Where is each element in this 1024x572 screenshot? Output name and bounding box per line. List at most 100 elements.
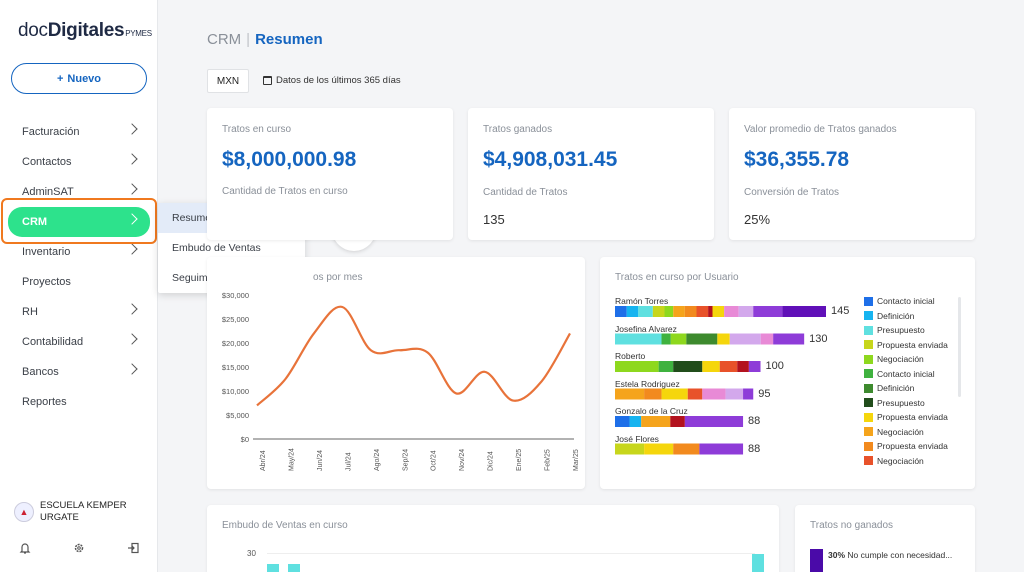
bar-segment[interactable] — [661, 333, 671, 345]
funnel-bar[interactable] — [267, 564, 279, 572]
gear-icon[interactable] — [72, 542, 86, 556]
bar-segment[interactable] — [673, 361, 703, 372]
new-button[interactable]: + Nuevo — [11, 63, 147, 94]
bar-segment[interactable] — [729, 333, 761, 345]
lost-deals-bar[interactable] — [810, 549, 823, 572]
bar-segment[interactable] — [638, 306, 653, 317]
bar-segment[interactable] — [652, 306, 665, 317]
legend-item[interactable]: Presupuesto — [864, 325, 925, 335]
bar-segment[interactable] — [670, 416, 685, 427]
bar-segment[interactable] — [673, 443, 700, 455]
bar-segment[interactable] — [725, 388, 744, 400]
bar-segment[interactable] — [719, 361, 738, 372]
sidebar-item-adminsat[interactable]: AdminSAT — [0, 177, 158, 207]
legend-label: Presupuesto — [877, 397, 925, 408]
sidebar-item-rh[interactable]: RH — [0, 297, 158, 327]
legend-item[interactable]: Presupuesto — [864, 398, 925, 408]
sidebar-item-reportes[interactable]: Reportes — [0, 387, 158, 417]
kpi-value: $8,000,000.98 — [222, 148, 357, 171]
sidebar-item-label: RH — [22, 306, 38, 318]
date-range-filter[interactable]: Datos de los últimos 365 días — [263, 75, 401, 86]
bar-segment[interactable] — [615, 443, 645, 455]
bar-segment[interactable] — [684, 306, 697, 317]
bar-segment[interactable] — [712, 306, 725, 317]
legend-scrollbar[interactable] — [958, 297, 961, 397]
bar-segment[interactable] — [644, 443, 674, 455]
legend-label: Negociación — [877, 455, 924, 466]
legend-label: Contacto inicial — [877, 368, 935, 379]
bar-segment[interactable] — [626, 306, 639, 317]
app-logo[interactable]: docDigitalesPYMES — [18, 20, 152, 42]
chevron-right-icon — [126, 333, 138, 345]
legend-item[interactable]: Negociación — [864, 456, 924, 466]
bar-segment[interactable] — [615, 416, 630, 427]
legend-item[interactable]: Definición — [864, 311, 914, 321]
funnel-bar[interactable] — [752, 554, 764, 572]
series-line[interactable] — [256, 305, 571, 407]
legend-item[interactable]: Contacto inicial — [864, 369, 935, 379]
bar-segment[interactable] — [684, 416, 744, 427]
legend-swatch — [864, 427, 873, 436]
bar-segment[interactable] — [686, 333, 718, 345]
legend-item[interactable]: Propuesta enviada — [864, 412, 948, 422]
sidebar-item-inventario[interactable]: Inventario — [0, 237, 158, 267]
bar-segment[interactable] — [702, 361, 720, 372]
bar-segment[interactable] — [641, 416, 671, 427]
legend-item[interactable]: Contacto inicial — [864, 296, 935, 306]
bar-segment[interactable] — [743, 388, 754, 400]
legend-item[interactable]: Propuesta enviada — [864, 441, 948, 451]
legend-swatch — [864, 369, 873, 378]
bar-segment[interactable] — [717, 333, 730, 345]
bar-segment[interactable] — [724, 306, 739, 317]
bar-segment[interactable] — [696, 306, 709, 317]
sidebar-item-crm[interactable]: CRM — [8, 207, 150, 237]
bar-segment[interactable] — [664, 306, 674, 317]
bar-segment[interactable] — [673, 306, 685, 317]
bar-segment[interactable] — [738, 306, 754, 317]
user-account[interactable]: ▲ ESCUELA KEMPER URGATE — [14, 500, 150, 524]
bar-segment[interactable] — [702, 388, 726, 400]
bar-segment[interactable] — [661, 388, 688, 400]
legend-swatch — [864, 441, 873, 451]
lost-deals-item: 30% No cumple con necesidad... — [828, 550, 952, 560]
logout-icon[interactable] — [126, 542, 140, 556]
kpi-sub-value: 25% — [744, 212, 771, 227]
bar-segment[interactable] — [748, 361, 761, 372]
legend-item[interactable]: Negociación — [864, 427, 924, 437]
bar-segment[interactable] — [699, 443, 744, 455]
bar-segment[interactable] — [658, 361, 674, 372]
currency-selector[interactable]: MXN — [207, 69, 249, 93]
bar-segment[interactable] — [753, 306, 783, 317]
legend-item[interactable]: Propuesta enviada — [864, 340, 948, 350]
legend-item[interactable]: Definición — [864, 383, 914, 393]
bar-segment[interactable] — [737, 361, 749, 372]
bar-segment[interactable] — [760, 333, 774, 345]
sidebar-item-contactos[interactable]: Contactos — [0, 147, 158, 177]
bar-segment[interactable] — [629, 416, 642, 427]
sidebar-item-bancos[interactable]: Bancos — [0, 357, 158, 387]
bar-segment[interactable] — [687, 388, 703, 400]
lost-deals-label: No cumple con necesidad... — [847, 550, 953, 560]
sidebar-item-proyectos[interactable]: Proyectos — [0, 267, 158, 297]
bar-segment[interactable] — [773, 333, 805, 345]
x-tick-label: Ene/25 — [516, 449, 523, 471]
breadcrumb-section[interactable]: CRM — [207, 31, 242, 48]
bar-segment[interactable] — [708, 306, 713, 317]
kpi-sub-value: 135 — [483, 212, 505, 227]
bell-icon[interactable] — [18, 542, 32, 556]
breadcrumb-separator: | — [246, 31, 251, 48]
bar-segment[interactable] — [615, 388, 645, 400]
sidebar-item-contabilidad[interactable]: Contabilidad — [0, 327, 158, 357]
bar-segment[interactable] — [670, 333, 687, 345]
user-name-label: Josefina Alvarez — [615, 323, 677, 334]
bar-segment[interactable] — [615, 333, 662, 345]
bar-segment[interactable] — [644, 388, 662, 400]
funnel-bar[interactable] — [288, 564, 300, 572]
bar-segment[interactable] — [782, 306, 826, 317]
legend-item[interactable]: Negociación — [864, 354, 924, 364]
funnel-chart-card: Embudo de Ventas en curso 30 — [207, 505, 779, 572]
bar-segment[interactable] — [615, 361, 659, 372]
sidebar-item-facturación[interactable]: Facturación — [0, 117, 158, 147]
bar-segment[interactable] — [615, 306, 627, 317]
submenu-item-embudo-de-ventas[interactable]: Embudo de Ventas — [172, 242, 261, 254]
